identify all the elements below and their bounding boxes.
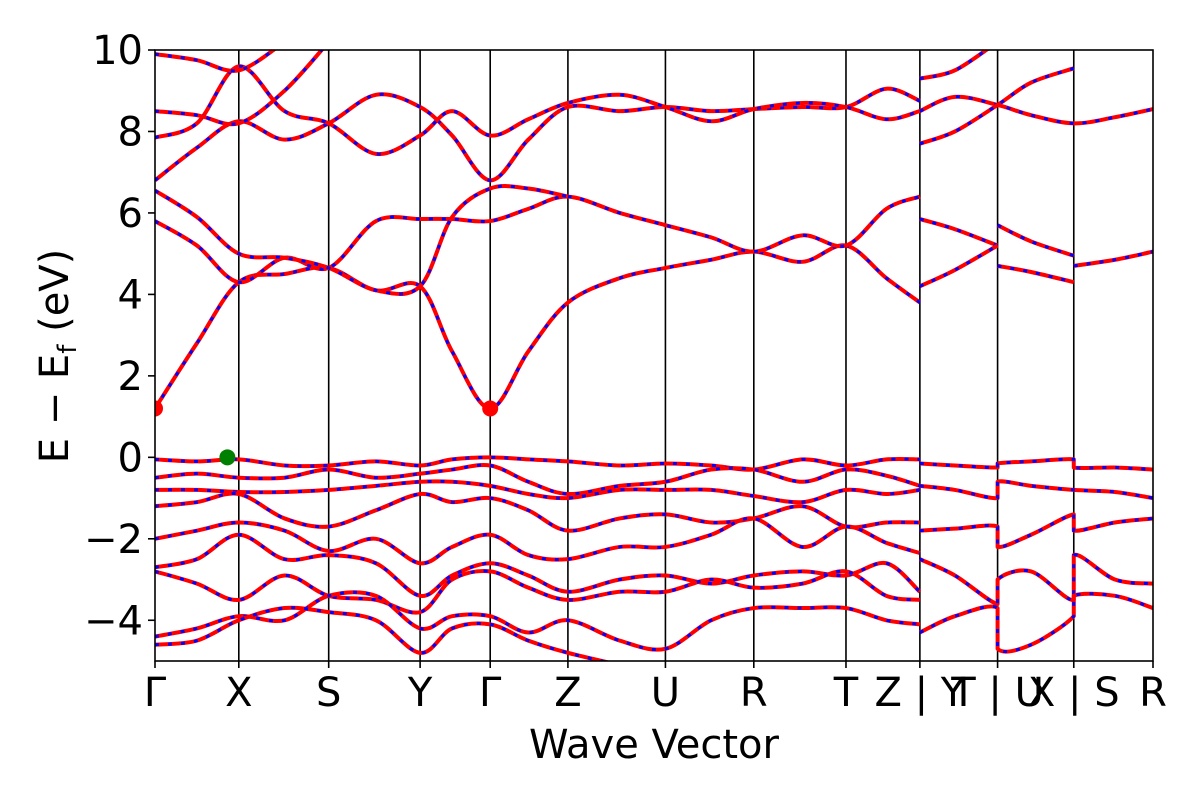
band-line-26 xyxy=(919,479,1153,501)
high-symmetry-lines xyxy=(238,50,1075,661)
x-tick-label: Γ xyxy=(144,670,167,716)
band-line-18 xyxy=(919,94,1153,126)
y-axis-title-unit: (eV) xyxy=(32,249,78,345)
band-line-25 xyxy=(919,457,1153,472)
band-overlay-line-10 xyxy=(155,479,921,504)
band-line-16 xyxy=(155,605,611,661)
band-line-12 xyxy=(155,516,921,566)
y-tick-label: −4 xyxy=(84,598,143,644)
band-line-1 xyxy=(155,243,922,411)
y-axis-title-main: E − E xyxy=(32,354,78,464)
y-tick-label: 6 xyxy=(118,191,143,237)
band-overlay-line-1 xyxy=(155,243,921,410)
x-tick-label: S xyxy=(316,670,341,716)
x-tick-label: T | U xyxy=(950,670,1044,716)
y-tick-label: 2 xyxy=(118,354,143,400)
band-overlay-line-23 xyxy=(997,264,1075,284)
band-overlay-line-8 xyxy=(155,455,920,472)
y-tick-label: −2 xyxy=(84,517,143,563)
band-line-4 xyxy=(155,86,921,183)
band-line-13 xyxy=(155,532,922,598)
band-line-17 xyxy=(919,50,990,81)
band-line-5 xyxy=(155,64,921,156)
band-line-21 xyxy=(919,243,999,289)
x-tick-label: R xyxy=(1139,670,1167,716)
band-overlay-line-3 xyxy=(155,184,569,296)
y-axis-ticks: −4 −2 0 2 4 6 8 10 xyxy=(84,28,155,644)
band-overlay-line-13 xyxy=(155,533,921,598)
band-overlay-line-16 xyxy=(155,606,609,661)
band-lines xyxy=(155,50,1153,661)
band-overlay-line-11 xyxy=(155,491,920,533)
y-tick-label: 0 xyxy=(118,435,143,481)
x-tick-label: U xyxy=(651,670,680,716)
y-tick-label: 4 xyxy=(118,272,143,318)
band-overlay-line-2 xyxy=(155,195,921,284)
band-overlay-line-6 xyxy=(155,50,324,126)
band-overlay-line-15 xyxy=(155,590,921,652)
band-overlay-line-12 xyxy=(155,516,921,565)
plot-frame xyxy=(154,49,1154,662)
x-tick-label: T xyxy=(833,670,859,716)
vbm-marker xyxy=(219,449,236,466)
band-edge-markers xyxy=(155,400,499,466)
y-tick-label: 8 xyxy=(118,109,143,155)
y-tick-label: 10 xyxy=(92,28,143,74)
band-overlay-line-5 xyxy=(155,64,921,156)
band-line-19 xyxy=(919,66,1075,146)
cbm-marker xyxy=(155,400,163,417)
band-line-2 xyxy=(155,194,921,285)
x-tick-label: Y xyxy=(407,670,433,716)
x-tick-label: X xyxy=(225,670,252,716)
x-tick-label: R xyxy=(740,670,768,716)
band-overlay-line-9 xyxy=(155,463,921,496)
band-line-27 xyxy=(919,512,1153,550)
band-line-20 xyxy=(919,217,999,248)
band-overlay-line-18 xyxy=(919,95,1153,125)
x-tick-label: Z xyxy=(554,670,581,716)
band-line-28 xyxy=(919,552,1153,606)
x-tick-label: Z | Y xyxy=(875,670,966,716)
band-line-7 xyxy=(155,50,277,73)
band-overlay-line-29 xyxy=(919,592,1153,654)
band-line-3 xyxy=(155,184,569,297)
y-axis-title: E − Ef (eV) xyxy=(32,249,83,464)
x-axis-title: Wave Vector xyxy=(529,722,780,768)
y-axis-title-subscript: f xyxy=(53,344,83,354)
band-line-9 xyxy=(155,463,921,496)
band-line-29 xyxy=(919,591,1153,654)
x-tick-label: Γ xyxy=(479,670,502,716)
band-line-22 xyxy=(996,223,1075,258)
band-overlay-line-24 xyxy=(1073,250,1153,268)
x-tick-label: X | S xyxy=(1028,670,1120,716)
band-overlay-line-17 xyxy=(919,50,989,80)
band-overlay-line-14 xyxy=(155,569,921,615)
cbm-marker xyxy=(482,400,499,417)
